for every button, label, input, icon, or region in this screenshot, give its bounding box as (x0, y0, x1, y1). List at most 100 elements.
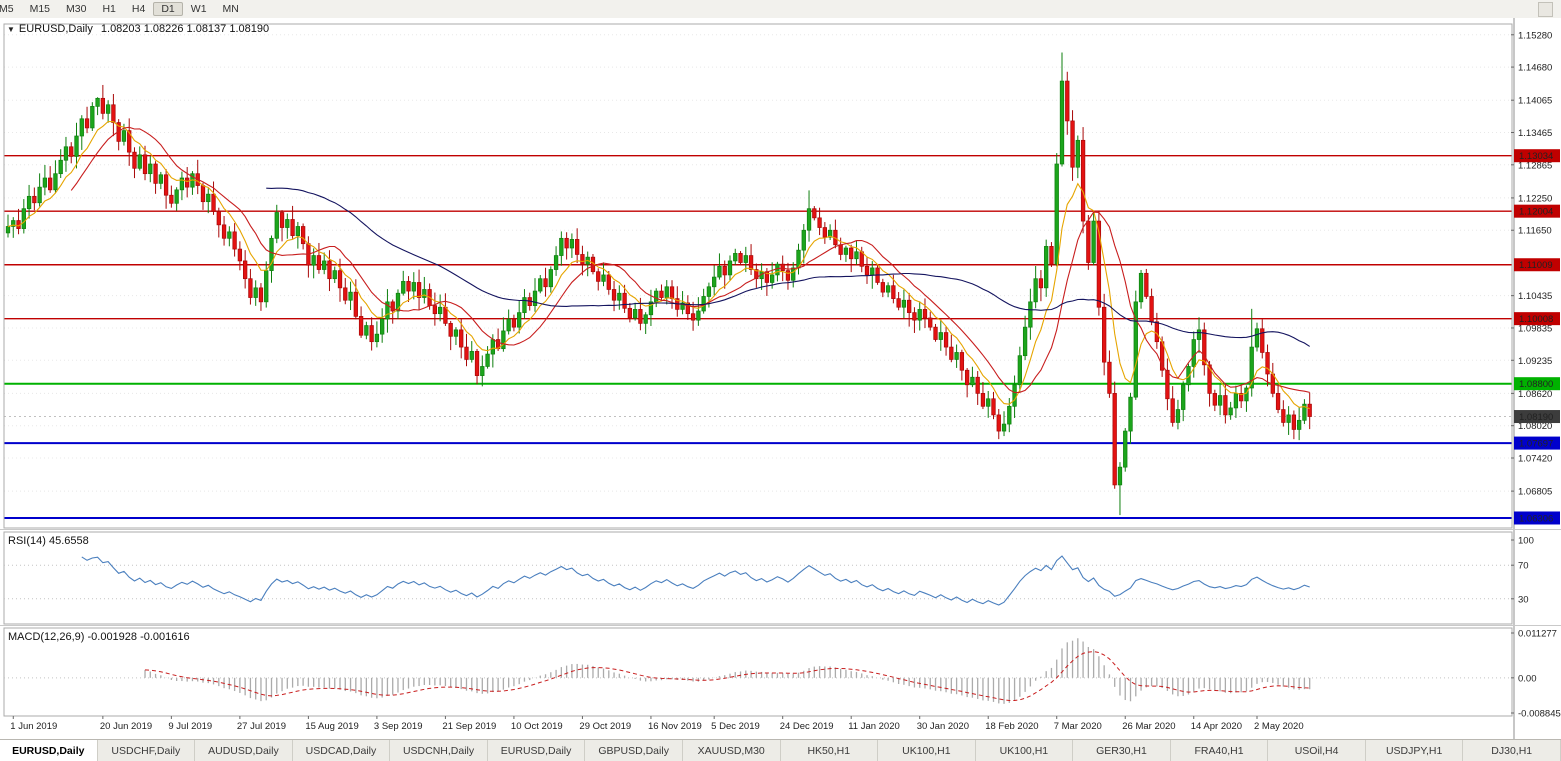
panel-frames (3, 18, 1515, 740)
svg-text:1.12250: 1.12250 (1518, 193, 1552, 204)
chart-tab-fra40-h1[interactable]: FRA40,H1 (1171, 740, 1269, 761)
svg-text:5 Dec 2019: 5 Dec 2019 (711, 721, 760, 732)
svg-text:27 Jul 2019: 27 Jul 2019 (237, 721, 286, 732)
svg-text:3 Sep 2019: 3 Sep 2019 (374, 721, 423, 732)
svg-text:70: 70 (1518, 561, 1529, 572)
chevron-down-icon[interactable]: ▼ (7, 25, 15, 34)
moving-average-sma50 (266, 187, 1310, 347)
moving-average-sma13 (70, 126, 1310, 394)
rsi-panel: 100 70 30 (4, 536, 1534, 606)
svg-text:21 Sep 2019: 21 Sep 2019 (442, 721, 496, 732)
svg-text:1.12865: 1.12865 (1518, 160, 1552, 171)
svg-text:0.00: 0.00 (1518, 673, 1537, 684)
svg-text:1.15280: 1.15280 (1518, 30, 1552, 41)
support-resistance-lines (4, 155, 1512, 519)
chart-tab-eurusd-daily[interactable]: EURUSD,Daily (488, 740, 586, 761)
chart-tabbar: EURUSD,Daily USDCHF,Daily AUDUSD,Daily USDC… (0, 739, 1561, 761)
chart-tab-audusd-daily[interactable]: AUDUSD,Daily (195, 740, 293, 761)
price-tag: 1.12004 (1514, 204, 1560, 218)
svg-text:29 Oct 2019: 29 Oct 2019 (579, 721, 631, 732)
chart-tab-gbpusd-daily[interactable]: GBPUSD,Daily (585, 740, 683, 761)
moving-average-ema8 (7, 120, 1310, 410)
macd-signal-line (144, 650, 1310, 701)
svg-text:2 May 2020: 2 May 2020 (1254, 721, 1304, 732)
chart-tab-xauusd-m30[interactable]: XAUUSD,M30 (683, 740, 781, 761)
timeframe-button-m15[interactable]: M15 (29, 3, 51, 15)
macd-histogram (144, 638, 1311, 704)
symbol-label: EURUSD,Daily (18, 23, 93, 35)
chart-tab-usdcnh-daily[interactable]: USDCNH,Daily (390, 740, 488, 761)
panel-splitter-rsi[interactable] (0, 529, 1561, 533)
svg-text:1.09835: 1.09835 (1518, 323, 1552, 334)
price-tag: 1.10008 (1514, 312, 1560, 326)
timeframe-button-m5[interactable]: M5 (0, 3, 14, 15)
date-axis: 1 Jun 2019 20 Jun 2019 9 Jul 2019 27 Jul 20… (10, 716, 1304, 732)
price-gridlines (4, 34, 1512, 492)
macd-indicator-header: MACD(12,26,9) -0.001928 -0.001616 (8, 631, 190, 643)
svg-text:1.13465: 1.13465 (1518, 128, 1552, 139)
svg-text:1.11650: 1.11650 (1518, 226, 1552, 237)
svg-text:1.08620: 1.08620 (1518, 389, 1552, 400)
chart-tab-ger30-h1[interactable]: GER30,H1 (1073, 740, 1171, 761)
price-tag: 1.06306 (1514, 511, 1560, 525)
svg-text:0.011277: 0.011277 (1518, 629, 1557, 640)
chart-tab-uk100-h1[interactable]: UK100,H1 (976, 740, 1074, 761)
svg-text:1.08190: 1.08190 (1519, 412, 1553, 423)
svg-text:9 Jul 2019: 9 Jul 2019 (168, 721, 212, 732)
price-tag: 1.08800 (1514, 377, 1560, 391)
svg-text:16 Nov 2019: 16 Nov 2019 (648, 721, 702, 732)
svg-text:20 Jun 2019: 20 Jun 2019 (100, 721, 152, 732)
svg-text:1.06805: 1.06805 (1518, 487, 1552, 498)
chart-tab-uk100-h1[interactable]: UK100,H1 (878, 740, 976, 761)
price-tag: 1.13034 (1514, 149, 1560, 163)
price-tag: 1.07697 (1514, 436, 1560, 450)
chart-tab-usdcad-daily[interactable]: USDCAD,Daily (293, 740, 391, 761)
rsi-line (81, 555, 1310, 606)
timeframe-button-h4[interactable]: H4 (131, 3, 146, 15)
timeframe-button-mn[interactable]: MN (222, 3, 239, 15)
chart-tab-usoil-h4[interactable]: USOil,H4 (1268, 740, 1366, 761)
svg-text:1.12004: 1.12004 (1519, 207, 1553, 218)
svg-text:30: 30 (1518, 594, 1529, 605)
svg-text:1.08800: 1.08800 (1519, 379, 1553, 390)
chart-tab-usdjpy-h1[interactable]: USDJPY,H1 (1366, 740, 1464, 761)
svg-text:1.10435: 1.10435 (1518, 291, 1552, 302)
svg-text:1.07697: 1.07697 (1519, 439, 1553, 450)
rsi-label: RSI(14) (8, 535, 46, 547)
candlesticks (5, 52, 1312, 516)
macd-value: -0.001928 -0.001616 (87, 631, 190, 643)
timeframe-buttons: M5 M15 M30 H1 H4 D1 W1 MN (0, 2, 247, 16)
svg-text:18 Feb 2020: 18 Feb 2020 (985, 721, 1038, 732)
svg-text:10 Oct 2019: 10 Oct 2019 (511, 721, 563, 732)
svg-text:1.06306: 1.06306 (1519, 513, 1553, 524)
timeframe-button-d1[interactable]: D1 (153, 2, 183, 16)
chart-canvas[interactable]: 1.15280 1.14680 1.14065 1.13465 1.12865 1.122… (0, 18, 1561, 740)
toolbar-corner-button[interactable] (1538, 2, 1553, 17)
svg-text:1.13034: 1.13034 (1519, 151, 1553, 162)
chart-tab-hk50-h1[interactable]: HK50,H1 (781, 740, 879, 761)
svg-text:1.10008: 1.10008 (1519, 314, 1553, 325)
chart-tab-usdchf-daily[interactable]: USDCHF,Daily (98, 740, 196, 761)
timeframe-button-w1[interactable]: W1 (190, 3, 207, 15)
svg-text:14 Apr 2020: 14 Apr 2020 (1191, 721, 1242, 732)
svg-text:24 Dec 2019: 24 Dec 2019 (780, 721, 834, 732)
svg-text:11 Jan 2020: 11 Jan 2020 (848, 721, 900, 732)
timeframe-toolbar: M5 M15 M30 H1 H4 D1 W1 MN (0, 0, 1561, 19)
ohlc-values: 1.08203 1.08226 1.08137 1.08190 (100, 23, 270, 35)
svg-text:30 Jan 2020: 30 Jan 2020 (917, 721, 969, 732)
price-axis: 1.15280 1.14680 1.14065 1.13465 1.12865 1.122… (1511, 30, 1552, 498)
svg-text:15 Aug 2019: 15 Aug 2019 (305, 721, 358, 732)
macd-label: MACD(12,26,9) (8, 631, 85, 643)
chart-tab-eurusd-daily[interactable]: EURUSD,Daily (0, 740, 98, 761)
svg-text:1.11009: 1.11009 (1519, 260, 1553, 271)
svg-text:1.09235: 1.09235 (1518, 356, 1552, 367)
rsi-indicator-header: RSI(14) 45.6558 (8, 535, 89, 547)
chart-tab-dj30-h1[interactable]: DJ30,H1 (1463, 740, 1561, 761)
svg-text:100: 100 (1518, 536, 1534, 547)
chart-svg[interactable]: 1.15280 1.14680 1.14065 1.13465 1.12865 1.122… (0, 18, 1561, 740)
timeframe-button-h1[interactable]: H1 (102, 3, 116, 15)
svg-text:1.07420: 1.07420 (1518, 454, 1552, 465)
timeframe-button-m30[interactable]: M30 (66, 3, 87, 15)
panel-splitter-macd[interactable] (0, 625, 1561, 629)
